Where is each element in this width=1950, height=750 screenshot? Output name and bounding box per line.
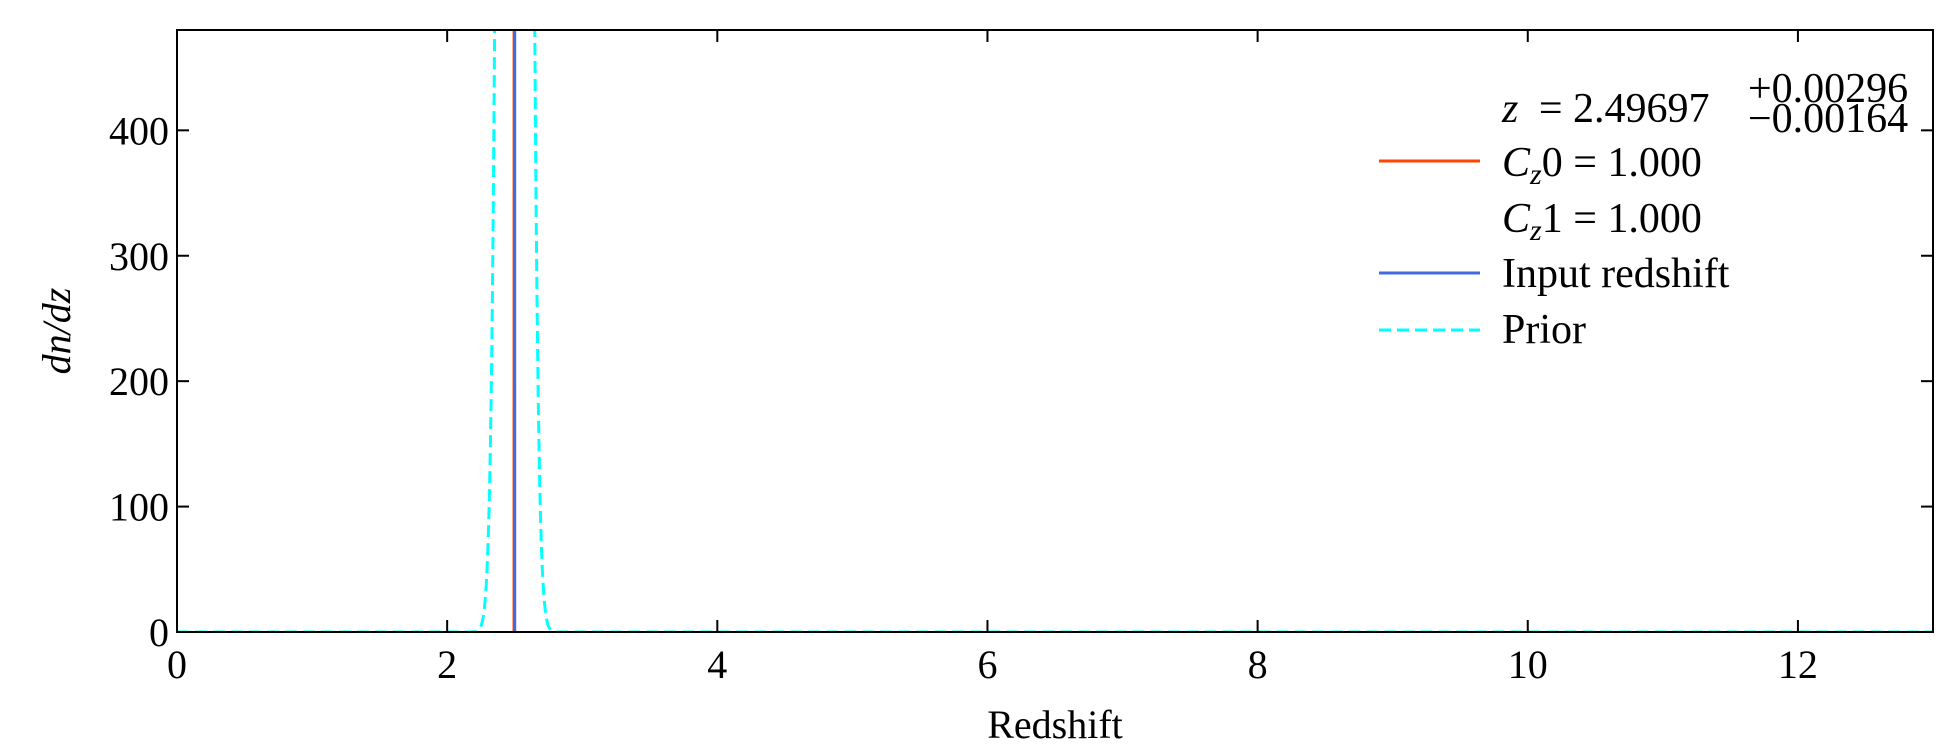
y-tick-label: 400	[109, 108, 169, 153]
legend-redshift-annotation: z = 2.49697	[1501, 86, 1710, 132]
legend-z-lower-error: −0.00164	[1748, 96, 1908, 142]
y-tick-label: 0	[149, 610, 169, 655]
legend-label-cz0: Cz0 = 1.000	[1502, 140, 1702, 191]
y-tick-label: 200	[109, 359, 169, 404]
y-tick-label: 300	[109, 234, 169, 279]
legend-label-cz1: Cz1 = 1.000	[1502, 196, 1702, 247]
x-tick-label: 10	[1508, 642, 1548, 687]
x-axis-title: Redshift	[987, 702, 1123, 747]
x-tick-label: 8	[1248, 642, 1268, 687]
legend-z-symbol: z	[1501, 86, 1518, 132]
x-tick-label: 4	[707, 642, 727, 687]
legend: z = 2.49697 +0.00296 −0.00164 Cz0 = 1.00…	[1379, 66, 1908, 353]
x-tick-label: 2	[437, 642, 457, 687]
x-tick-label: 12	[1778, 642, 1818, 687]
tick-layer: 0 2 4 6 8 10 12 0 100 200 300 400	[109, 30, 1933, 687]
legend-z-value: 2.49697	[1573, 86, 1710, 132]
plot-frame	[176, 29, 1934, 633]
y-axis-title: dn/dz	[34, 287, 79, 374]
legend-label-prior: Prior	[1502, 307, 1586, 353]
legend-z-upper-error: +0.00296	[1748, 66, 1908, 112]
x-tick-label: 6	[977, 642, 997, 687]
y-tick-label: 100	[109, 485, 169, 530]
legend-label-input-redshift: Input redshift	[1502, 251, 1730, 297]
x-tick-label: 0	[167, 642, 187, 687]
